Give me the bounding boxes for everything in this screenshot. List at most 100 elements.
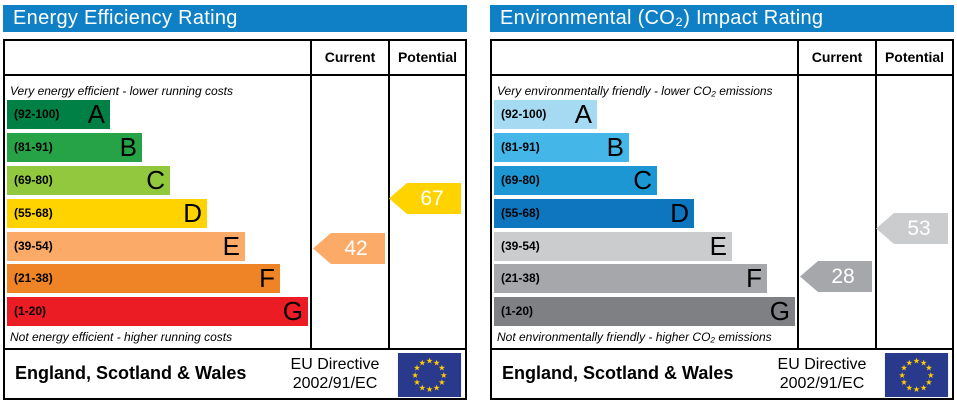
energy-chart-title-bar: Energy Efficiency Rating — [3, 5, 467, 32]
band-letter: C — [146, 165, 165, 195]
band-letter: G — [282, 296, 303, 326]
band-letter: A — [574, 99, 592, 129]
band-letter: E — [709, 231, 727, 261]
svg-text:★: ★ — [899, 370, 906, 380]
svg-text:★: ★ — [438, 363, 445, 373]
eu-directive-line1: EU Directive — [777, 356, 867, 373]
potential-rating-value: 53 — [907, 216, 931, 240]
environmental-chart-title-bar: Environmental (CO₂) Impact Rating — [490, 5, 954, 32]
svg-text:★: ★ — [433, 382, 440, 392]
current-rating-value: 42 — [344, 236, 368, 260]
svg-text:★: ★ — [433, 357, 440, 367]
current-column-header: Current — [811, 49, 863, 65]
band-row-d: (55-68) D — [7, 199, 207, 228]
column-divider — [875, 41, 877, 349]
chart-footer: England, Scotland & Wales EU Directive 2… — [5, 348, 465, 397]
eu-flag-icon: ★ ★ ★★ ★★ ★★ ★★ ★★ — [397, 353, 462, 397]
svg-text:★: ★ — [925, 363, 932, 373]
svg-text:★: ★ — [412, 370, 419, 380]
svg-text:★: ★ — [925, 377, 932, 387]
band-range-label: (1-20) — [501, 304, 534, 318]
chart-footer: England, Scotland & Wales EU Directive 2… — [492, 348, 952, 397]
environmental-band-scale: (92-100) A (81-91) B (69-80) C (55-68) D… — [494, 100, 797, 330]
band-range-label: (69-80) — [501, 173, 540, 187]
band-letter: F — [259, 263, 275, 293]
svg-text:★: ★ — [440, 370, 447, 380]
band-row-f: (21-38) F — [494, 264, 767, 293]
band-range-label: (81-91) — [501, 140, 540, 154]
svg-text:★: ★ — [419, 357, 426, 367]
band-row-c: (69-80) C — [494, 166, 657, 195]
column-divider — [310, 41, 312, 349]
svg-text:★: ★ — [920, 357, 927, 367]
band-row-f: (21-38) F — [7, 264, 280, 293]
potential-rating-arrow: 53 — [876, 213, 948, 244]
energy-band-scale: (92-100) A (81-91) B (69-80) C (55-68) D… — [7, 100, 310, 330]
svg-text:★: ★ — [906, 357, 913, 367]
svg-text:★: ★ — [438, 377, 445, 387]
band-range-label: (21-38) — [14, 271, 53, 285]
band-range-label: (92-100) — [14, 107, 60, 121]
band-letter: G — [769, 296, 790, 326]
svg-text:★: ★ — [900, 377, 907, 387]
band-row-b: (81-91) B — [7, 133, 142, 162]
eu-directive-label: EU Directive 2002/91/EC — [766, 355, 878, 393]
band-range-label: (55-68) — [14, 206, 53, 220]
svg-text:★: ★ — [426, 384, 433, 394]
band-range-label: (39-54) — [501, 239, 540, 253]
svg-text:★: ★ — [413, 377, 420, 387]
band-letter: D — [183, 198, 202, 228]
energy-efficiency-chart: Energy Efficiency Rating Current Potenti… — [3, 5, 467, 400]
band-row-e: (39-54) E — [494, 232, 732, 261]
eu-directive-line2: 2002/91/EC — [292, 375, 378, 392]
band-range-label: (1-20) — [14, 304, 47, 318]
inefficient-note: Not energy efficient - higher running co… — [10, 330, 233, 344]
svg-text:★: ★ — [900, 363, 907, 373]
potential-column-header: Potential — [397, 49, 458, 65]
eu-flag-icon: ★ ★ ★★ ★★ ★★ ★★ ★★ — [884, 353, 949, 397]
band-row-c: (69-80) C — [7, 166, 170, 195]
svg-text:★: ★ — [413, 363, 420, 373]
band-range-label: (81-91) — [14, 140, 53, 154]
environmental-chart-title: Environmental (CO₂) Impact Rating — [500, 7, 824, 29]
band-range-label: (92-100) — [501, 107, 547, 121]
region-label: England, Scotland & Wales — [15, 363, 247, 383]
svg-text:★: ★ — [927, 370, 934, 380]
band-row-e: (39-54) E — [7, 232, 245, 261]
band-letter: E — [222, 231, 240, 261]
band-letter: F — [746, 263, 762, 293]
column-divider — [388, 41, 390, 349]
svg-text:★: ★ — [913, 384, 920, 394]
current-rating-arrow: 42 — [313, 233, 385, 264]
band-letter: C — [633, 165, 652, 195]
current-column-header: Current — [324, 49, 376, 65]
svg-text:★: ★ — [426, 356, 433, 366]
band-row-g: (1-20) G — [494, 297, 795, 326]
eu-directive-line2: 2002/91/EC — [779, 375, 865, 392]
band-letter: A — [87, 99, 105, 129]
friendly-note: Very environmentally friendly - lower CO… — [497, 84, 773, 98]
band-range-label: (55-68) — [501, 206, 540, 220]
energy-chart-title: Energy Efficiency Rating — [13, 7, 238, 29]
band-letter: D — [670, 198, 689, 228]
efficient-note: Very energy efficient - lower running co… — [10, 84, 233, 98]
column-divider — [797, 41, 799, 349]
eu-directive-line1: EU Directive — [290, 356, 380, 373]
environmental-impact-chart: Environmental (CO₂) Impact Rating Curren… — [490, 5, 954, 400]
band-row-g: (1-20) G — [7, 297, 308, 326]
potential-rating-arrow: 67 — [389, 183, 461, 214]
band-letter: B — [119, 132, 137, 162]
energy-chart-table: Current Potential Very energy efficient … — [3, 39, 467, 400]
header-row-divider — [5, 74, 465, 76]
unfriendly-note: Not environmentally friendly - higher CO… — [497, 330, 772, 344]
svg-text:★: ★ — [920, 382, 927, 392]
current-rating-value: 28 — [831, 264, 855, 288]
current-rating-arrow: 28 — [800, 261, 872, 292]
band-row-a: (92-100) A — [7, 100, 110, 129]
svg-text:★: ★ — [419, 382, 426, 392]
band-range-label: (69-80) — [14, 173, 53, 187]
eu-directive-label: EU Directive 2002/91/EC — [279, 355, 391, 393]
band-range-label: (21-38) — [501, 271, 540, 285]
header-row-divider — [492, 74, 952, 76]
